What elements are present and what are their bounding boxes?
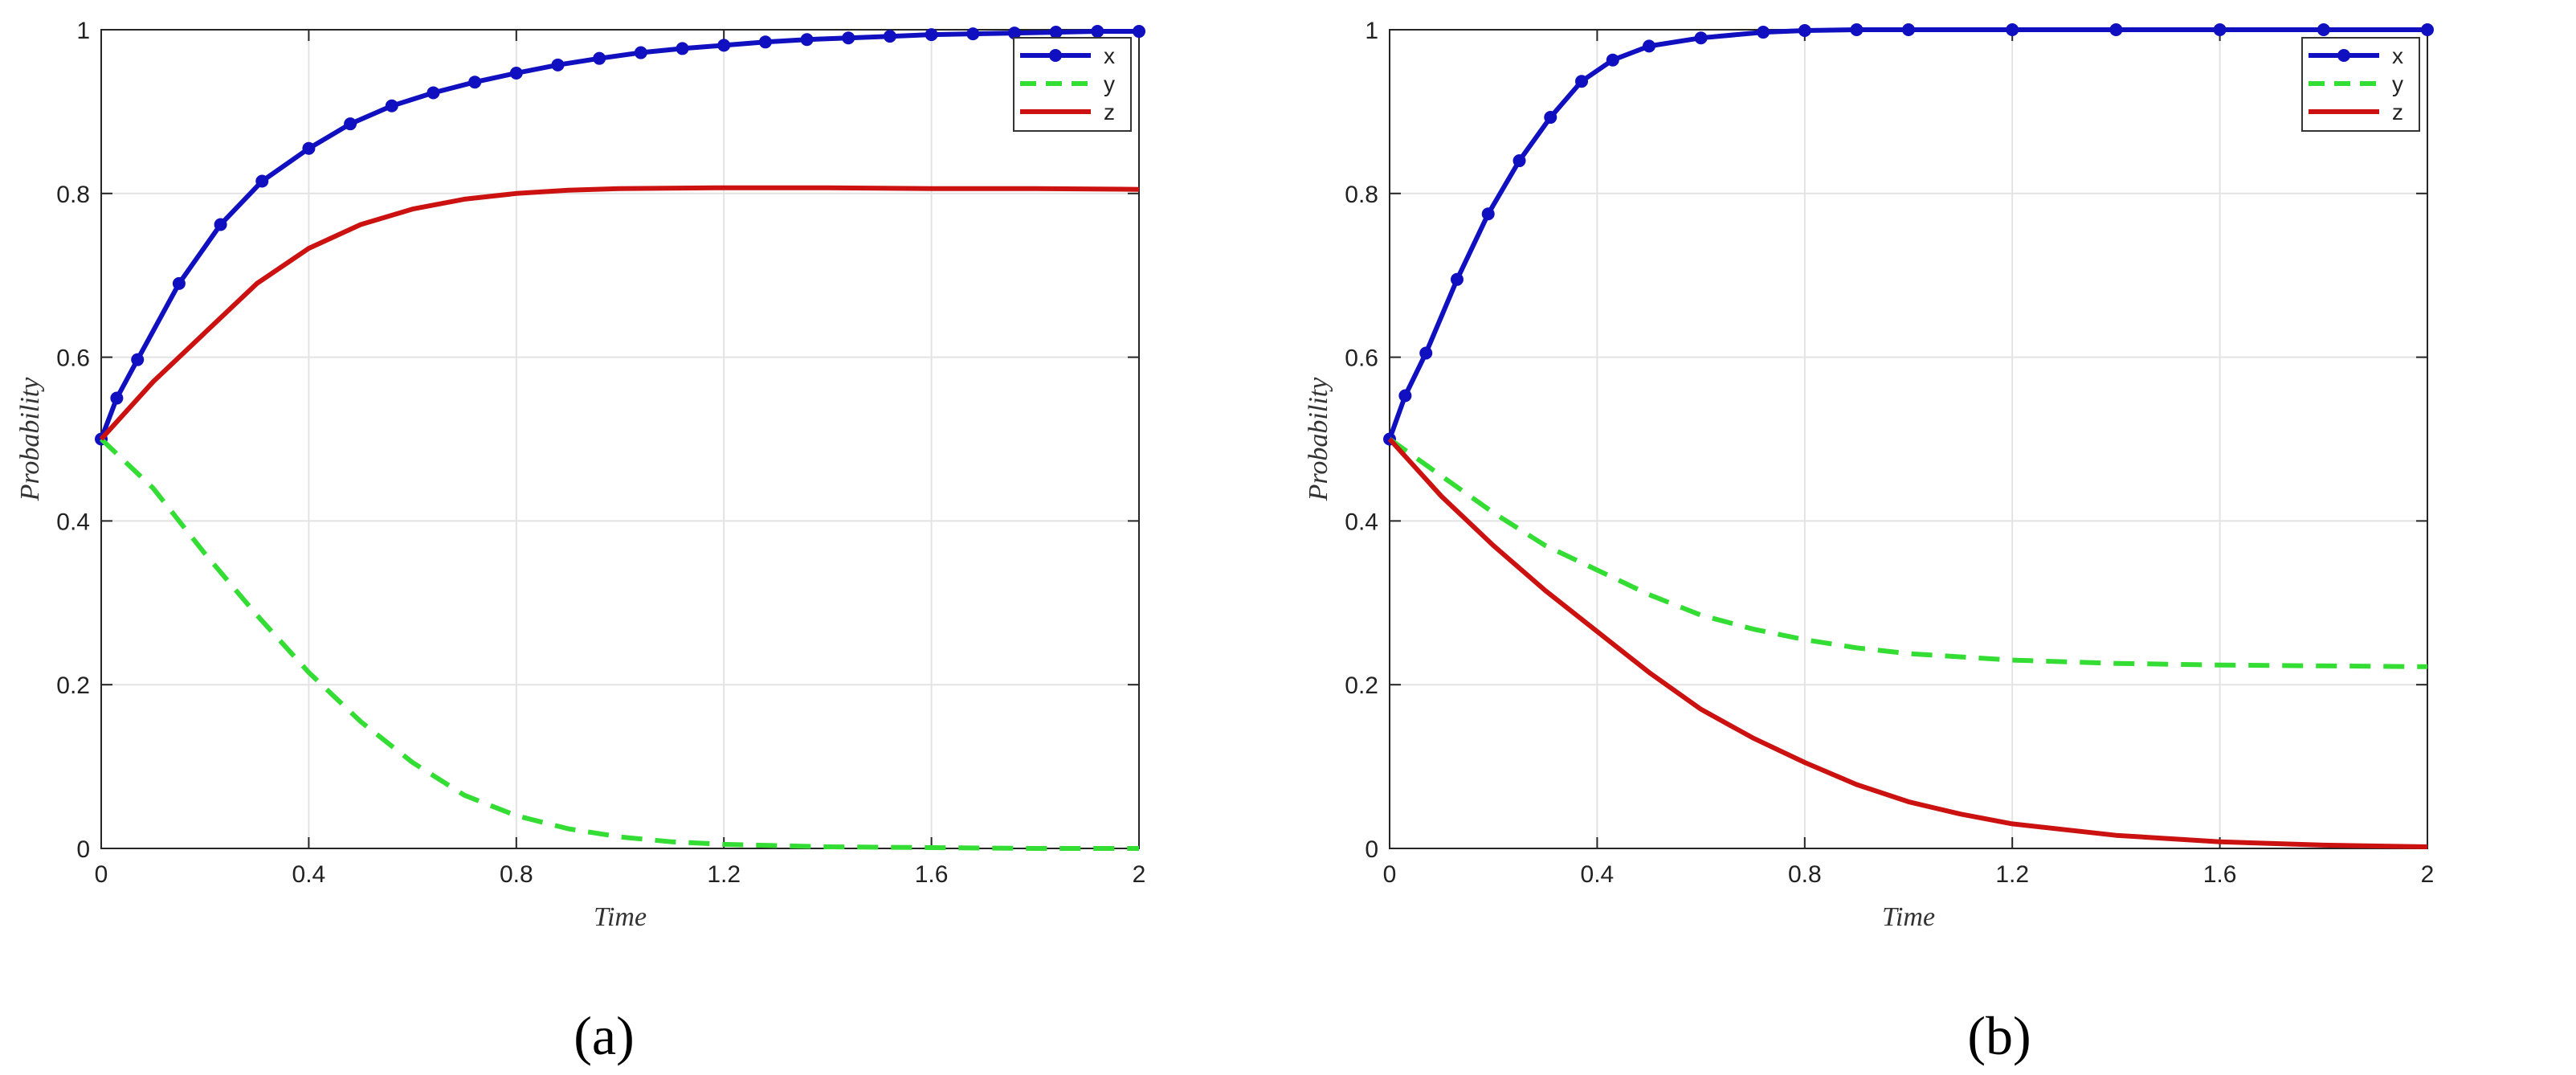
chart-b-legend-label-x: x (2392, 43, 2403, 68)
chart-b-y-tick-label: 0.6 (1345, 345, 1378, 372)
chart-a-series-x-marker (1133, 25, 1145, 39)
chart-a-x-tick-label: 0 (95, 861, 108, 888)
chart-a-x-tick-label: 2 (1133, 861, 1146, 888)
chart-b-x-tick-label: 2 (2421, 861, 2435, 888)
chart-a-series-x-marker (634, 46, 647, 59)
chart-a-series-x-marker (110, 391, 124, 405)
chart-a-series-x-marker (593, 51, 606, 65)
chart-a-series-x-marker (344, 117, 357, 131)
chart-b-x-tick-label: 0 (1383, 861, 1397, 888)
chart-b-x-tick-label: 1.6 (2203, 861, 2237, 888)
chart-a-series-x-marker (1091, 25, 1104, 39)
chart-b-y-axis-label: Probability (1304, 377, 1333, 502)
chart-b-grid (1389, 29, 2428, 849)
chart-b-x-tick-label: 0.8 (1788, 861, 1822, 888)
chart-a-series-x-marker (676, 42, 689, 55)
chart-b-series-x-marker (2109, 23, 2123, 36)
chart-a-series-x-marker (509, 67, 523, 80)
chart-a-y-tick-label: 0.2 (56, 672, 90, 699)
chart-a-series-x-marker (385, 99, 398, 112)
chart-a-x-tick-label: 0.8 (500, 861, 533, 888)
chart-a-x-tick-label: 1.6 (915, 861, 949, 888)
chart-b-series-x-marker (1398, 389, 1412, 403)
chart-a-y-tick-label: 0.8 (56, 182, 90, 208)
chart-a-series-x-marker (758, 35, 772, 49)
chart-b-x-tick-label: 0.4 (1581, 861, 1615, 888)
chart-a-series-x-marker (925, 28, 938, 42)
chart-b-y-tick-label: 0.8 (1345, 182, 1378, 208)
chart-b-series-x-marker (1694, 31, 1708, 45)
chart-a-legend-marker-x (1049, 49, 1062, 62)
chart-panel-a: 0 0.4 0.8 1.2 1.6 2 0 0.2 0.4 0.6 0.8 1 Time Probabil… (15, 18, 1146, 1066)
chart-a-series-x-marker (1007, 27, 1021, 40)
chart-a-series-x-marker (131, 353, 145, 366)
chart-a-legend-label-y: y (1104, 72, 1115, 96)
chart-b-series-x-marker (1902, 23, 1915, 36)
caption-a: (a) (574, 1005, 635, 1066)
chart-a-series-x-marker (717, 39, 731, 52)
chart-b-legend: xyz (2301, 37, 2420, 132)
chart-a-y-tick-label: 0 (76, 836, 90, 863)
chart-b-x-axis-label: Time (1882, 902, 1935, 932)
chart-b-series-x-marker (1419, 346, 1433, 360)
chart-b-legend-label-y: y (2392, 72, 2403, 96)
chart-b-y-tick-label: 0 (1365, 836, 1378, 863)
chart-a-series-x-marker (883, 30, 896, 43)
chart-a-x-tick-label: 1.2 (707, 861, 741, 888)
chart-b-series-x-marker (2213, 23, 2227, 36)
chart-b-series-x-marker (1544, 111, 1557, 125)
chart-a-series-x-marker (551, 58, 565, 72)
chart-b-series-x-marker (1481, 207, 1495, 221)
chart-b-legend-label-z: z (2392, 100, 2403, 125)
chart-a-legend-label-x: x (1104, 43, 1115, 68)
chart-b-series-x-line (1387, 27, 2427, 440)
chart-b-series-x-marker (1450, 272, 1464, 286)
chart-b-svg: 0 0.4 0.8 1.2 1.6 2 0 0.2 0.4 0.6 0.8 1 Time Probabil… (1304, 18, 2435, 932)
chart-a-grid (100, 29, 1140, 849)
chart-b-axes-frame (1389, 29, 2428, 849)
chart-b-series-x-marker (1757, 26, 1770, 39)
chart-a-series-x-marker (1049, 26, 1063, 39)
chart-a-x-axis-label: Time (594, 902, 647, 932)
chart-a-series-z-line (99, 185, 1140, 441)
chart-a-axes-frame (100, 29, 1140, 849)
chart-b-series-x-marker (1798, 24, 1811, 38)
chart-b-series-x-marker (1643, 39, 1655, 53)
chart-a-legend: xyz (1013, 37, 1132, 132)
chart-b-series-x-marker (2421, 23, 2434, 36)
chart-a-series-x-line (99, 29, 1139, 440)
chart-b-x-tick-label: 1.2 (1995, 861, 2029, 888)
chart-b-y-tick-label: 0.4 (1345, 509, 1378, 535)
chart-a-series-x-marker (172, 276, 186, 290)
chart-b-series-x-marker (2317, 23, 2330, 36)
chart-b-series-x-marker (2006, 23, 2019, 36)
caption-b: (b) (1967, 1005, 2031, 1066)
chart-b-series-x-marker (1575, 75, 1589, 88)
chart-a-series-x-marker (800, 33, 814, 47)
chart-a-series-x-marker (468, 76, 482, 89)
chart-b-series-y-line (1388, 437, 2428, 669)
chart-b-series-x-marker (1850, 23, 1864, 36)
chart-a-series-x-marker (427, 86, 440, 100)
chart-a-series-x-marker (966, 27, 980, 41)
chart-a-x-tick-label: 0.4 (292, 861, 326, 888)
chart-b-legend-marker-x (2337, 49, 2350, 62)
chart-a-series-x-marker (214, 218, 227, 231)
chart-b-y-tick-label: 0.2 (1345, 672, 1378, 699)
chart-a-series-x-marker (255, 174, 269, 188)
chart-a-svg: 0 0.4 0.8 1.2 1.6 2 0 0.2 0.4 0.6 0.8 1 Time Probabil… (15, 18, 1146, 932)
chart-b-y-tick-label: 1 (1365, 18, 1378, 44)
chart-a-series-y-line (99, 437, 1139, 851)
chart-b-series-x-marker (1513, 154, 1526, 168)
chart-b-series-z-line (1387, 437, 2428, 849)
chart-a-y-axis-label: Probability (15, 377, 45, 502)
chart-panel-b: 0 0.4 0.8 1.2 1.6 2 0 0.2 0.4 0.6 0.8 1 Time Probabil… (1288, 0, 2576, 1075)
chart-a-y-tick-label: 0.6 (56, 345, 90, 372)
chart-a-y-tick-label: 0.4 (56, 509, 90, 535)
chart-b-series-x-marker (1606, 53, 1619, 67)
chart-a-series-x-marker (842, 31, 855, 45)
chart-a-legend-label-z: z (1104, 100, 1115, 125)
chart-a-y-tick-label: 1 (76, 18, 90, 44)
chart-a-series-x-marker (302, 141, 316, 155)
